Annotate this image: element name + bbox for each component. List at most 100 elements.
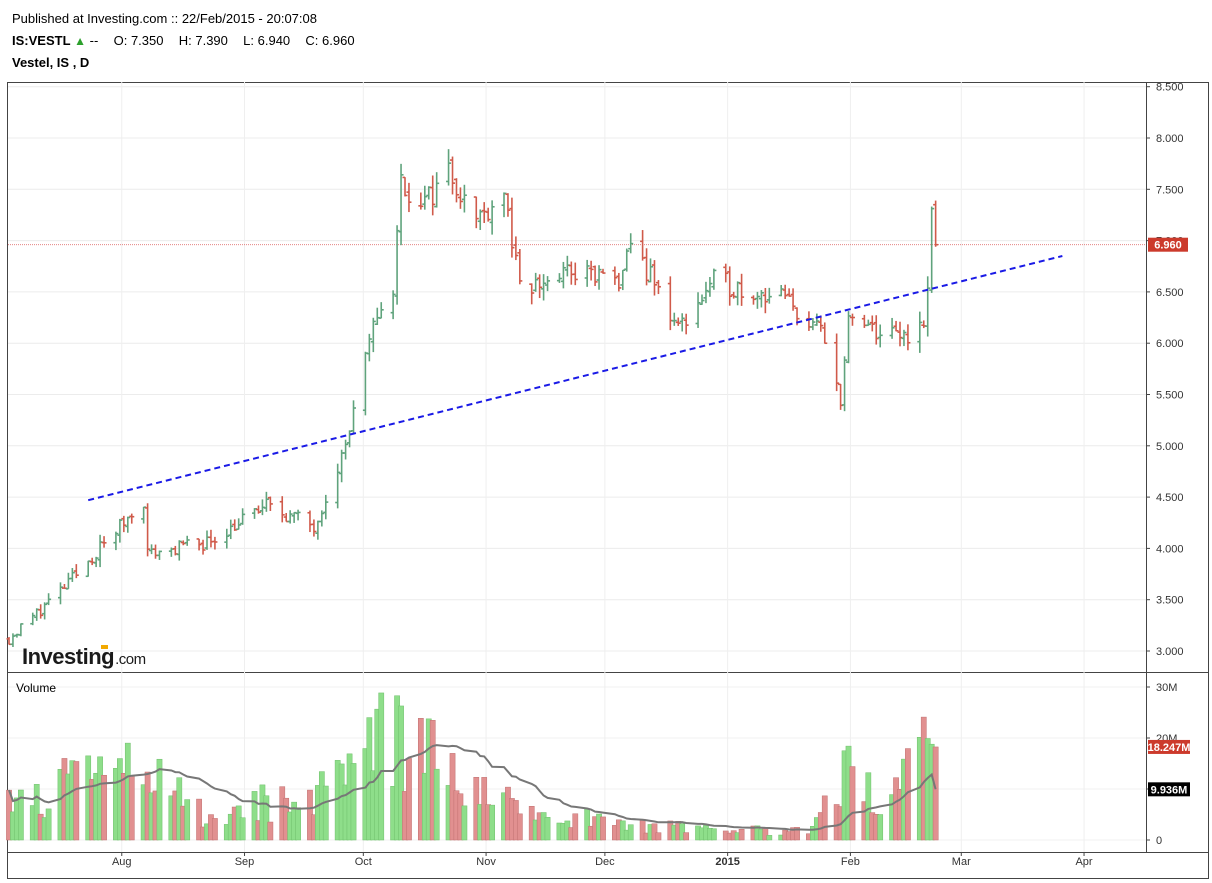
chart-header: Published at Investing.com :: 22/Feb/201… xyxy=(12,8,355,72)
ohlc-bar xyxy=(473,196,479,229)
ohlc-bar xyxy=(509,197,515,258)
ohlc-bar xyxy=(263,491,269,512)
date-tick-label: Apr xyxy=(1075,856,1092,868)
ohlc-bar xyxy=(204,530,210,550)
volume-bar xyxy=(184,799,191,841)
ohlc-bar xyxy=(121,515,127,533)
ohlc-bar xyxy=(315,520,321,540)
ohlc-bar xyxy=(319,510,325,527)
ohlc-bar xyxy=(156,550,162,560)
ohlc-bar xyxy=(485,207,491,222)
ohlc-bar xyxy=(129,513,135,524)
symbol: IS:VESTL xyxy=(12,33,71,48)
volume-bar xyxy=(711,828,717,841)
ohlc-bar xyxy=(810,318,816,331)
price-tick-label: 6.500 xyxy=(1156,287,1184,299)
volume-bar xyxy=(73,761,80,841)
ohlc-bar xyxy=(311,519,317,537)
ohlc-bar xyxy=(398,163,404,246)
ohlc-bar xyxy=(505,193,511,217)
quote-line: IS:VESTL ▲ -- O: 7.350 H: 7.390 L: 6.940… xyxy=(12,30,355,52)
ohlc-bar xyxy=(651,260,657,296)
volume-bar xyxy=(212,818,218,841)
ohlc-bar xyxy=(236,518,242,531)
ohlc-bar xyxy=(846,311,852,364)
volume-bar xyxy=(627,824,634,841)
volume-bar xyxy=(877,814,884,841)
volume-bar xyxy=(794,827,800,841)
ohlc-bar xyxy=(307,510,313,533)
ohlc-bar xyxy=(727,266,733,306)
ohlc-bar xyxy=(545,276,551,292)
ohlc-bar xyxy=(38,604,44,619)
ohlc-bar xyxy=(695,292,701,328)
ohlc-bar xyxy=(818,315,824,332)
ohlc-bar xyxy=(30,612,36,626)
close-label: C: xyxy=(305,33,319,48)
date-tick-label: Nov xyxy=(476,856,496,868)
ohlc-bar xyxy=(782,284,788,300)
volume-bar xyxy=(651,823,658,841)
ohlc-bar xyxy=(212,536,218,550)
ohlc-bar xyxy=(370,317,376,353)
ohlc-bar xyxy=(176,540,182,561)
price-tick-label: 8.500 xyxy=(1156,82,1184,94)
ohlc-bar xyxy=(101,536,107,548)
ohlc-bar xyxy=(529,283,535,305)
current-volume-badge: 18.247M xyxy=(1148,739,1191,754)
ohlc-bar xyxy=(620,269,626,291)
ohlc-bar xyxy=(584,259,590,287)
ohlc-bar xyxy=(560,261,566,289)
volume-bar xyxy=(33,784,40,841)
volume-bar xyxy=(101,774,107,841)
volume-axis-ticks: 30M20M10M0 xyxy=(1146,682,1177,847)
volume-bar xyxy=(932,746,939,841)
ohlc-bar xyxy=(489,200,495,235)
volume-bar xyxy=(683,832,690,841)
ohlc-bar xyxy=(556,273,562,283)
price-axis-ticks: 8.5008.0007.5007.0006.5006.0005.5005.000… xyxy=(1146,82,1184,658)
ohlc-bar xyxy=(374,307,380,326)
svg-text:6.960: 6.960 xyxy=(1154,240,1182,252)
ohlc-bar xyxy=(869,315,875,332)
ohlc-bar xyxy=(790,288,796,311)
ohlc-bar xyxy=(406,182,412,213)
ohlc-bar xyxy=(703,281,709,304)
date-tick-label: Oct xyxy=(355,856,372,868)
ohlc-bar xyxy=(287,510,293,524)
volume-bar xyxy=(821,795,828,841)
price-tick-label: 6.000 xyxy=(1156,338,1184,350)
volume-bar xyxy=(18,789,24,841)
ohlc-bar xyxy=(640,230,646,261)
ohlc-bar xyxy=(457,187,463,209)
published-line: Published at Investing.com :: 22/Feb/201… xyxy=(12,11,317,26)
ohlc-bar xyxy=(73,564,79,579)
ohlc-bar xyxy=(873,315,879,345)
volume-ma-badge: 9.936M xyxy=(1148,782,1190,797)
ohlc-bar xyxy=(739,273,745,306)
ohlc-bar xyxy=(125,516,131,533)
ohlc-bar xyxy=(89,557,95,566)
ohlc-bar xyxy=(838,383,844,410)
ohlc-bar xyxy=(671,312,677,326)
ohlc-bar xyxy=(65,572,71,590)
volume-tick-label: 30M xyxy=(1156,682,1177,694)
volume-bar xyxy=(655,832,662,841)
ohlc-bar xyxy=(323,494,329,520)
price-tick-label: 8.000 xyxy=(1156,133,1184,145)
svg-text:18.247M: 18.247M xyxy=(1148,742,1191,754)
volume-moving-average xyxy=(8,744,937,831)
ohlc-bar xyxy=(762,287,768,314)
ohlc-bar xyxy=(422,185,428,210)
ohlc-bar xyxy=(822,322,828,345)
high-label: H: xyxy=(178,33,192,48)
high-value: 7.390 xyxy=(195,33,228,48)
date-tick-label: Dec xyxy=(595,856,615,868)
ohlc-bar xyxy=(339,449,345,483)
volume-bar xyxy=(489,804,495,841)
price-tick-label: 4.500 xyxy=(1156,492,1184,504)
ohlc-bar xyxy=(834,333,840,392)
volume-bar xyxy=(572,813,579,841)
volume-bar xyxy=(156,758,163,841)
